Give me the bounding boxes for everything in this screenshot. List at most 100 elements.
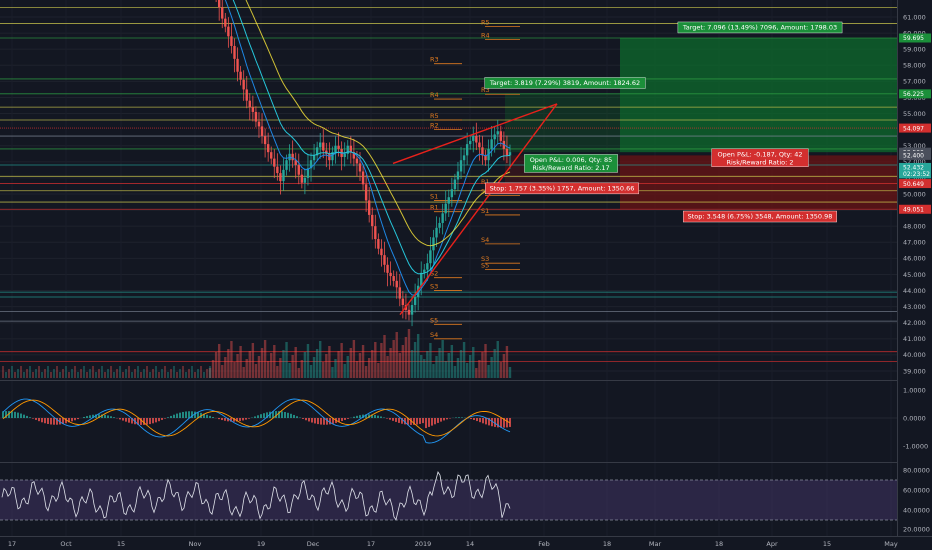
volume-bar <box>197 369 199 378</box>
macd-histogram-bar <box>278 411 280 418</box>
macd-histogram-bar <box>83 416 85 418</box>
moving-averages <box>224 0 511 296</box>
time-tick-label: 15 <box>117 540 125 548</box>
macd-histogram-bar <box>224 418 226 421</box>
rsi-tick-label: 60.0000 <box>903 486 930 494</box>
macd-histogram-bar <box>29 417 31 418</box>
macd-histogram-bar <box>428 418 430 427</box>
macd-histogram-bar <box>2 411 4 418</box>
volume-bar <box>125 369 127 378</box>
candle-body <box>343 153 346 157</box>
candle-body <box>481 147 484 156</box>
wedge-upper-line[interactable] <box>392 103 558 165</box>
macd-histogram-bar <box>404 418 406 425</box>
macd-histogram-bar <box>101 414 103 418</box>
volume-bar <box>245 359 248 378</box>
position2-stop-label-text: Stop: 3.548 (6.75%) 3548, Amount: 1350.9… <box>688 213 833 221</box>
volume-bar <box>233 362 236 378</box>
macd-histogram-bar <box>323 418 325 425</box>
rsi-axis-labels: 80.0000 60.0000 40.0000 20.0000 <box>903 466 930 533</box>
macd-histogram-bar <box>38 418 40 422</box>
candle-body <box>230 36 233 46</box>
candle-body <box>352 152 356 159</box>
candle-body <box>306 168 310 178</box>
candle-body <box>263 136 267 145</box>
candle-body <box>282 169 285 182</box>
volume-bar <box>89 369 91 378</box>
wedge-lower-line[interactable] <box>399 103 558 316</box>
candle-body <box>374 226 377 240</box>
macd-histogram-bar <box>146 418 148 425</box>
volume-bar <box>398 353 401 378</box>
price-tag-label: 56.225 <box>903 91 924 98</box>
position1-open-label[interactable] <box>524 154 618 173</box>
position2-target-label-text: Target: 7.096 (13.49%) 7096, Amount: 179… <box>682 24 837 32</box>
volume-bar <box>110 366 112 378</box>
macd-histogram-bar <box>71 418 73 422</box>
volume-bar <box>29 366 31 378</box>
volume-bar <box>191 366 193 378</box>
candle-body <box>328 153 331 161</box>
position1-target-label[interactable] <box>484 77 646 89</box>
price-tick-label: 40.000 <box>903 351 926 359</box>
macd-histogram-bar <box>494 418 496 427</box>
volume-bar <box>170 369 172 378</box>
candle-body <box>429 250 432 264</box>
position1-target-label-text: Target: 3.819 (7.29%) 3819, Amount: 1824… <box>489 79 640 87</box>
position2-target-label[interactable] <box>677 21 843 34</box>
ema-slow-line <box>245 0 511 247</box>
candle-body <box>472 136 475 141</box>
volume-bar <box>331 367 334 378</box>
price-tick-label: 58.000 <box>903 62 926 70</box>
candle-body <box>389 272 392 277</box>
volume-bar <box>361 345 365 378</box>
volume-bar <box>242 367 245 378</box>
volume-bar <box>322 362 325 378</box>
volume-bar <box>505 346 509 378</box>
candle-body <box>465 144 469 156</box>
volume-bar <box>435 356 438 378</box>
volume-bar <box>47 366 49 378</box>
candle-body <box>380 248 383 256</box>
volume-bar <box>447 353 450 378</box>
volume-bar <box>416 334 420 378</box>
pivot-label: S5 <box>481 262 489 270</box>
volume-bar <box>23 372 25 378</box>
volume-bar <box>502 354 506 378</box>
volume-bar <box>44 369 46 378</box>
candle-body <box>254 111 258 122</box>
volume-bar <box>119 366 121 378</box>
volume-bar <box>462 342 466 378</box>
volume-bar <box>209 366 211 378</box>
position2-open-label-line1: Open P&L: -0.187, Qty: 42 <box>718 150 803 158</box>
volume-bar <box>26 369 28 378</box>
price-tick-label: 43.000 <box>903 303 926 311</box>
macd-histogram-bar <box>347 418 349 419</box>
price-tick-label: 53.000 <box>903 142 926 150</box>
time-tick-label: Nov <box>189 540 202 548</box>
position1-stop-label[interactable] <box>485 182 639 195</box>
volume-bar <box>167 372 169 378</box>
volume-bar <box>62 369 64 378</box>
time-tick-label: 18 <box>603 540 611 548</box>
pivot-label: R4 <box>430 91 439 99</box>
macd-histogram-bar <box>317 418 319 425</box>
macd-histogram-bar <box>5 411 7 418</box>
rising-wedge-drawing[interactable] <box>392 103 558 316</box>
macd-histogram-bar <box>104 414 106 418</box>
volume-bar <box>20 366 22 378</box>
candle-body <box>309 160 313 169</box>
position2-open-label[interactable] <box>711 148 809 167</box>
macd-histogram-bar <box>344 418 346 420</box>
pivot-label: S3 <box>481 255 489 263</box>
macd-histogram-bar <box>107 415 109 418</box>
time-axis[interactable] <box>0 536 932 550</box>
volume-bar <box>346 356 349 378</box>
volume-bar <box>248 351 251 378</box>
volume-bar <box>107 369 109 378</box>
volume-bar <box>188 369 190 378</box>
ema-mid-line <box>232 0 511 275</box>
position2-stop-label[interactable] <box>683 210 837 223</box>
macd-histogram-bar <box>257 415 259 418</box>
